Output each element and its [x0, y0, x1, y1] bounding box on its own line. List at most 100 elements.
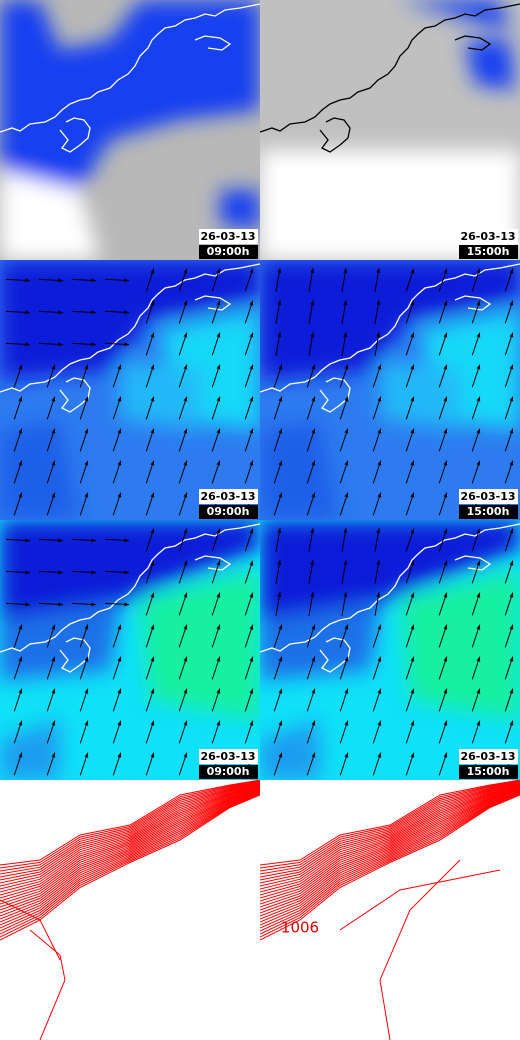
arrow-head	[476, 460, 481, 466]
isobar	[260, 780, 520, 866]
isobar	[0, 785, 260, 896]
map-panel	[260, 520, 520, 780]
field-area	[260, 260, 520, 380]
arrow-head	[278, 460, 283, 466]
isobar	[0, 780, 260, 869]
arrow-head	[150, 332, 155, 338]
arrow-head	[150, 268, 155, 274]
coastline	[194, 555, 232, 571]
arrow-head	[183, 592, 188, 598]
isobar	[379, 859, 461, 1040]
date-box	[459, 749, 518, 764]
arrow-head	[310, 528, 315, 534]
time-box	[199, 765, 258, 779]
coastline	[59, 377, 91, 413]
isobar	[260, 783, 520, 884]
coastline	[454, 295, 492, 311]
coastline	[194, 35, 232, 51]
isobar	[260, 781, 520, 875]
arrow-head	[443, 560, 448, 566]
date-box	[199, 749, 258, 764]
arrow-head	[150, 460, 155, 466]
isobar	[260, 793, 520, 938]
field-area	[140, 570, 260, 720]
isobar	[0, 899, 61, 961]
arrow-head	[91, 602, 96, 607]
arrow-head	[150, 720, 155, 726]
coastline	[59, 637, 91, 673]
date-box	[459, 489, 518, 504]
arrow-head	[476, 428, 481, 434]
arrow-head	[278, 624, 283, 630]
arrow-head	[216, 688, 221, 694]
arrow-head	[311, 752, 316, 758]
field-area	[465, 40, 515, 90]
arrow-head	[443, 268, 448, 274]
arrow-head	[410, 396, 415, 402]
arrow-head	[25, 570, 30, 575]
arrow-head	[183, 364, 188, 370]
arrow-head	[117, 460, 122, 466]
arrow-head	[410, 428, 415, 434]
arrow-head	[117, 720, 122, 726]
arrow-head	[51, 752, 56, 758]
arrow-head	[343, 332, 348, 338]
arrow-head	[377, 428, 382, 434]
arrow-head	[124, 602, 129, 607]
coastline	[454, 555, 492, 571]
arrow-head	[249, 656, 254, 662]
arrow-head	[249, 460, 254, 466]
arrow-head	[476, 528, 481, 534]
field-area	[120, 360, 200, 430]
arrow-head	[509, 332, 514, 338]
arrow-head	[216, 332, 221, 338]
arrow-head	[278, 492, 283, 498]
arrow-head	[25, 602, 30, 607]
arrow-head	[91, 278, 96, 283]
arrow-head	[216, 396, 221, 402]
map-panel	[260, 0, 520, 260]
arrow-head	[277, 592, 282, 598]
arrow-head	[150, 364, 155, 370]
arrow-head	[311, 428, 316, 434]
arrow-head	[476, 268, 481, 274]
field-area	[260, 520, 520, 620]
coastline	[0, 3, 260, 133]
arrow-head	[376, 332, 381, 338]
coastline	[260, 3, 520, 133]
arrow-head	[509, 688, 514, 694]
arrow-head	[443, 300, 448, 306]
arrow-head	[410, 492, 415, 498]
isobar	[260, 791, 520, 926]
date-box	[459, 229, 518, 244]
date-label: 26-03-13	[460, 490, 515, 503]
field-area	[0, 260, 260, 380]
time-label: 15:00h	[467, 245, 510, 258]
time-box	[459, 245, 518, 259]
arrow-head	[58, 602, 63, 607]
arrow-head	[249, 332, 254, 338]
date-box	[199, 229, 258, 244]
field-area	[0, 0, 260, 190]
arrow-head	[476, 396, 481, 402]
isobar	[260, 786, 520, 902]
arrow-head	[58, 538, 63, 543]
arrow-head	[376, 268, 381, 274]
arrow-head	[51, 688, 56, 694]
isobar	[260, 785, 520, 896]
isobar	[0, 784, 260, 890]
isobar	[260, 794, 520, 941]
arrow-head	[183, 656, 188, 662]
arrow-head	[410, 300, 415, 306]
arrow-head	[117, 428, 122, 434]
arrow-head	[476, 592, 481, 598]
arrow-head	[249, 688, 254, 694]
coastline	[0, 523, 260, 653]
arrow-head	[509, 268, 514, 274]
arrow-head	[344, 688, 349, 694]
coastline	[194, 295, 232, 311]
arrow-head	[311, 396, 316, 402]
arrow-head	[216, 460, 221, 466]
isobar	[260, 786, 520, 899]
isobar	[260, 788, 520, 911]
